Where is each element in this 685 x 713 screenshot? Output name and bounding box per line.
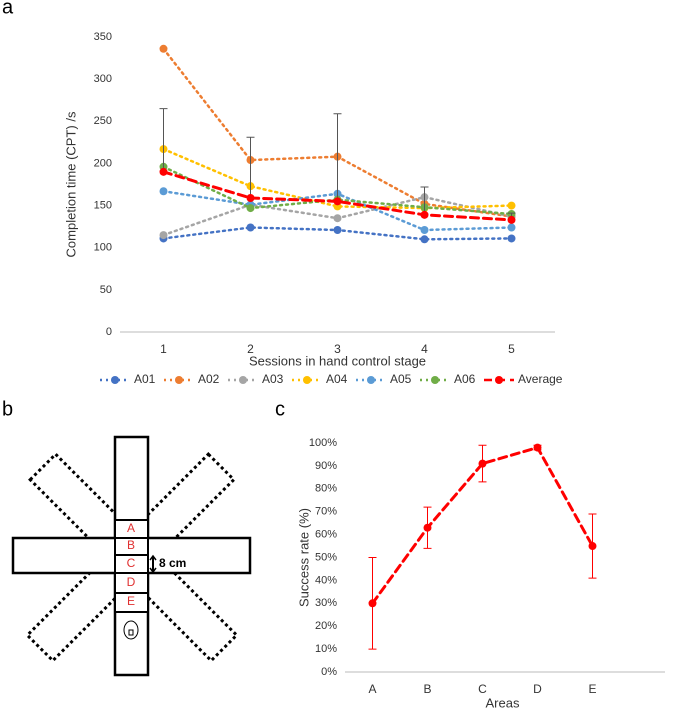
y-tick-label: 350: [94, 31, 112, 43]
y-tick-label: 50: [100, 284, 112, 296]
x-tick-label: 4: [421, 342, 428, 356]
y-tick-label: 100%: [309, 437, 337, 449]
x-tick-label: C: [478, 682, 487, 696]
legend-label: A02: [198, 372, 220, 386]
data-point: [368, 599, 377, 608]
legend-marker: [239, 376, 247, 384]
data-point: [507, 223, 516, 232]
y-tick-label: 0%: [321, 666, 337, 678]
legend-marker: [111, 376, 119, 384]
data-point: [333, 226, 342, 235]
legend-label: A01: [134, 372, 156, 386]
y-axis-label: Completion time (CPT) /s: [63, 111, 78, 257]
y-tick-label: 70%: [315, 506, 337, 518]
x-tick-label: 1: [160, 342, 167, 356]
legend-marker: [175, 376, 183, 384]
zone-label: D: [127, 575, 136, 589]
legend-label: A05: [390, 372, 412, 386]
data-point: [159, 44, 168, 53]
data-point: [159, 167, 168, 176]
legend-marker: [367, 376, 375, 384]
data-point: [246, 193, 255, 202]
x-tick-label: A: [368, 682, 376, 696]
y-tick-label: 250: [94, 115, 112, 127]
y-tick-label: 10%: [315, 643, 337, 655]
y-tick-label: 300: [94, 73, 112, 85]
y-tick-label: 80%: [315, 483, 337, 495]
data-point: [423, 523, 432, 532]
scale-label: 8 cm: [159, 556, 186, 570]
x-axis-label: Areas: [486, 695, 520, 708]
y-tick-label: 40%: [315, 574, 337, 586]
y-tick-label: 60%: [315, 529, 337, 541]
zone-labels: A B C D E: [127, 521, 136, 608]
data-point: [588, 542, 597, 551]
legend-label: A06: [454, 372, 476, 386]
data-point: [246, 204, 255, 213]
data-point: [507, 201, 516, 210]
mouse-icon: [123, 620, 139, 640]
arrow-head: [149, 554, 157, 574]
zone-label: A: [127, 521, 135, 535]
y-tick-label: 30%: [315, 597, 337, 609]
x-tick-label: B: [423, 682, 431, 696]
arena-diagram: [11, 435, 252, 677]
zone-label: B: [127, 538, 135, 552]
x-tick-label: 3: [334, 342, 341, 356]
data-point: [246, 223, 255, 232]
panel-label: c: [275, 398, 285, 420]
panel-label: a: [2, 0, 14, 18]
y-tick-label: 90%: [315, 460, 337, 472]
data-point: [420, 210, 429, 219]
zone-label: E: [127, 594, 135, 608]
legend-marker: [495, 376, 503, 384]
legend-marker: [431, 376, 439, 384]
x-tick-label: E: [588, 682, 596, 696]
legend-label: Average: [518, 372, 563, 386]
data-point: [420, 235, 429, 244]
data-point: [420, 226, 429, 235]
error-bar: [420, 186, 429, 215]
y-tick-label: 200: [94, 157, 112, 169]
data-point: [333, 197, 342, 206]
error-bar: [246, 136, 255, 198]
y-axis-label: Success rate (%): [296, 508, 311, 607]
y-tick-label: 20%: [315, 620, 337, 632]
y-tick-label: 100: [94, 242, 112, 254]
error-bar: [333, 113, 342, 202]
zone-frame: [114, 519, 149, 613]
error-bar: [159, 108, 168, 172]
zone-label: C: [127, 556, 136, 570]
data-point: [507, 234, 516, 243]
series-line: [162, 165, 513, 216]
legend-marker: [303, 376, 311, 384]
y-tick-label: 50%: [315, 551, 337, 563]
legend-label: A04: [326, 372, 348, 386]
data-point: [159, 231, 168, 240]
data-point: [159, 187, 168, 196]
legend-label: A03: [262, 372, 284, 386]
series-line: [162, 147, 513, 210]
y-tick-label: 0: [106, 326, 112, 338]
data-point: [507, 215, 516, 224]
y-tick-label: 150: [94, 199, 112, 211]
data-point: [478, 459, 487, 468]
x-tick-label: 2: [247, 342, 254, 356]
x-tick-label: 5: [508, 342, 515, 356]
x-tick-label: D: [533, 682, 542, 696]
panel-label: b: [2, 398, 13, 420]
data-point: [333, 214, 342, 223]
x-axis-label: Sessions in hand control stage: [249, 353, 426, 368]
data-point: [533, 443, 542, 452]
mouse-icon: [128, 629, 134, 636]
